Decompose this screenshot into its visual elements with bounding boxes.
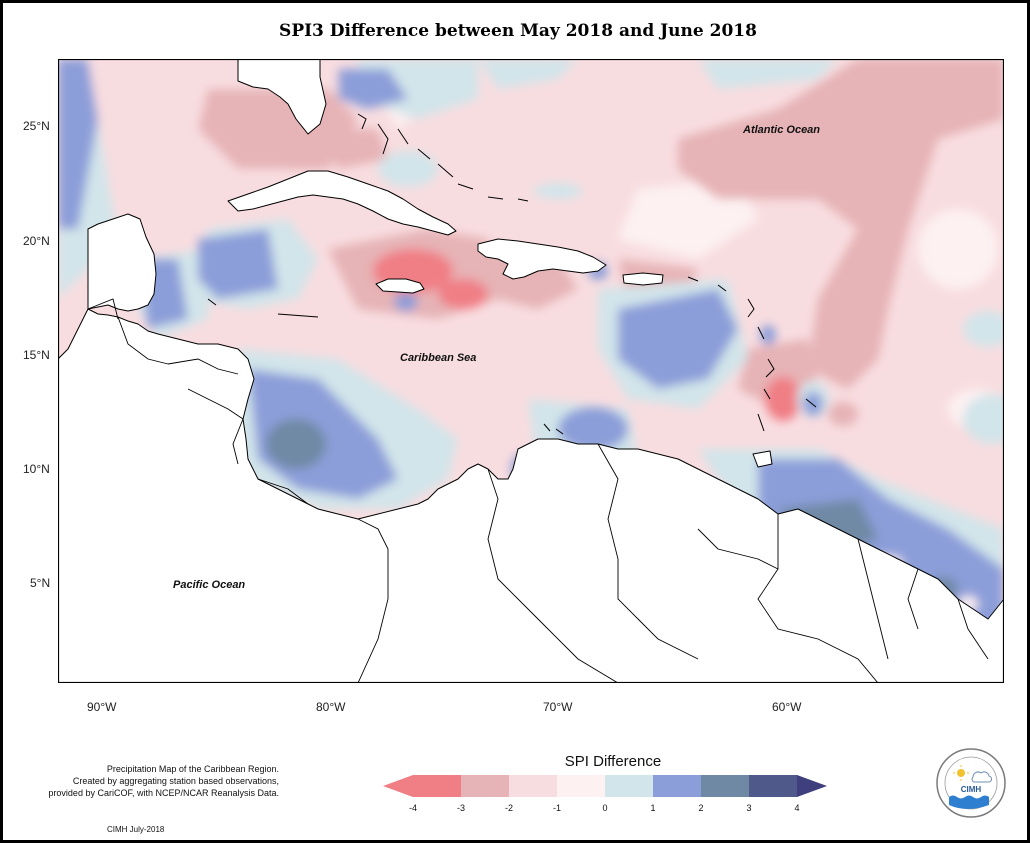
legend-tick-label: 3 <box>746 803 752 813</box>
caribbean-sea-label: Caribbean Sea <box>400 352 476 364</box>
caption-line-1: Precipitation Map of the Caribbean Regio… <box>106 764 279 774</box>
lat-tick-10n: 10°N <box>23 462 50 476</box>
map-frame <box>58 59 1004 683</box>
lon-tick-90w: 90°W <box>87 700 117 714</box>
waves-icon <box>949 795 989 809</box>
legend-bin-1 <box>461 775 510 797</box>
lon-tick-80w: 80°W <box>316 700 346 714</box>
hispaniola-land <box>477 238 607 280</box>
map-caption: Precipitation Map of the Caribbean Regio… <box>9 763 279 799</box>
mainland-land <box>58 213 1004 683</box>
legend-tick-label: -4 <box>408 803 417 813</box>
caption-line-2: Created by aggregating station based obs… <box>72 776 279 786</box>
lat-tick-25n: 25°N <box>23 119 50 133</box>
legend-title: SPI Difference <box>564 753 662 770</box>
cloud-icon <box>971 771 993 783</box>
logo-text: CIMH <box>961 785 982 794</box>
pacific-ocean-label: Pacific Ocean <box>173 579 245 591</box>
florida-land <box>237 59 327 135</box>
puerto-rico-land <box>622 272 664 286</box>
legend-bin-5 <box>653 775 702 797</box>
legend-tick-label: -1 <box>552 803 561 813</box>
map-panel: Atlantic Ocean Caribbean Sea Pacific Oce… <box>58 59 1004 683</box>
lon-tick-60w: 60°W <box>772 700 802 714</box>
caption-line-3: provided by CariCOF, with NCEP/NCAR Rean… <box>48 788 279 798</box>
legend-bin-3 <box>557 775 606 797</box>
country-borders <box>87 298 989 683</box>
land-masses <box>58 59 1004 683</box>
legend-tick-label: 0 <box>602 803 608 813</box>
trinidad-land <box>752 450 773 468</box>
legend-tick-label: 2 <box>698 803 704 813</box>
legend-tick-label: 4 <box>794 803 800 813</box>
credit-line: CIMH July-2018 <box>107 825 165 834</box>
legend-bin-4 <box>605 775 654 797</box>
legend-bin-2 <box>509 775 558 797</box>
legend-under-arrow <box>383 775 413 797</box>
color-legend <box>383 775 827 797</box>
legend-over-arrow <box>797 775 827 797</box>
legend-bins <box>413 775 798 797</box>
cimh-logo: CIMH <box>936 748 1006 818</box>
lat-tick-15n: 15°N <box>23 348 50 362</box>
legend-tick-label: -3 <box>456 803 465 813</box>
legend-bin-0 <box>413 775 462 797</box>
atlantic-ocean-label: Atlantic Ocean <box>742 124 820 136</box>
map-title: SPI3 Difference between May 2018 and Jun… <box>279 21 757 41</box>
legend-tick-label: -2 <box>504 803 513 813</box>
lon-tick-70w: 70°W <box>543 700 573 714</box>
legend-bin-6 <box>701 775 750 797</box>
lat-tick-5n: 5°N <box>30 576 51 590</box>
legend-tick-label: 1 <box>650 803 656 813</box>
lat-tick-20n: 20°N <box>23 234 50 248</box>
sun-icon <box>957 769 965 777</box>
legend-bin-7 <box>749 775 798 797</box>
small-islands <box>207 113 817 435</box>
jamaica-land <box>375 278 425 294</box>
cuba-land <box>227 170 457 236</box>
